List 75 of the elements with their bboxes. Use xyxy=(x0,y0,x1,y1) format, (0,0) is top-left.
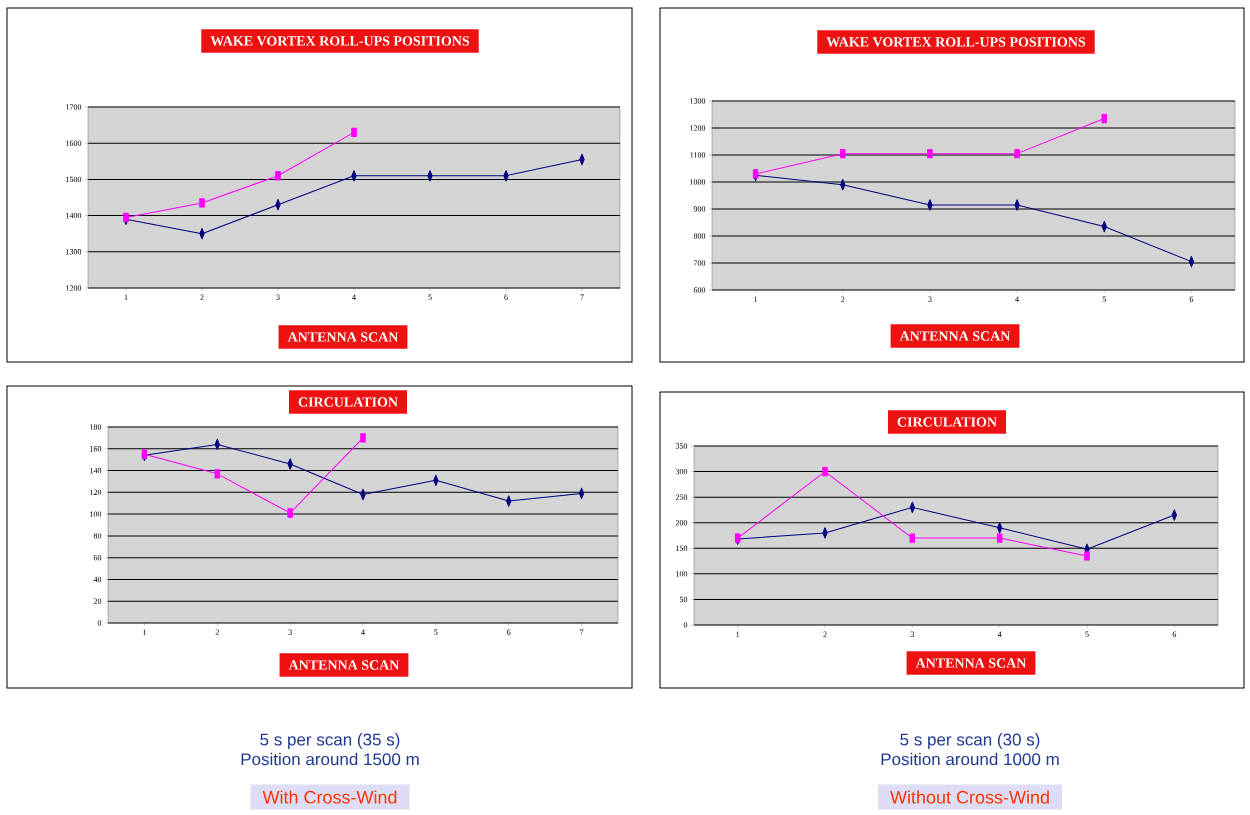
x-tick-label: 4 xyxy=(1015,296,1019,302)
point xyxy=(996,533,1003,543)
x-tick-label: 6 xyxy=(1189,296,1194,302)
y-tick-label: 300 xyxy=(675,468,688,475)
y-tick-label: 150 xyxy=(676,545,688,551)
x-tick-label: 6 xyxy=(1172,631,1177,637)
x-tick-label: 1 xyxy=(143,629,146,635)
point xyxy=(214,469,221,479)
text: Without Cross-Wind xyxy=(890,790,1049,804)
y-tick-label: 120 xyxy=(90,489,102,496)
text: With Cross-Wind xyxy=(262,790,397,804)
x-tick-label: 1 xyxy=(754,296,758,302)
x-tick-label: 5 xyxy=(434,629,438,635)
x-tick-label: 2 xyxy=(823,631,827,637)
y-tick-label: 1300 xyxy=(690,98,706,104)
x-axis-title: ANTENNA SCAN xyxy=(915,658,1027,668)
x-tick-label: 5 xyxy=(428,294,432,300)
x-axis-title: ANTENNA SCAN xyxy=(288,660,400,670)
y-tick-label: 100 xyxy=(676,571,688,577)
y-tick-label: 0 xyxy=(97,620,102,626)
x-tick-label: 3 xyxy=(276,294,280,300)
chart-title: WAKE VORTEX ROLL-UPS POSITIONS xyxy=(826,37,1086,47)
y-tick-label: 250 xyxy=(675,494,688,500)
x-tick-label: 3 xyxy=(910,631,915,637)
x-tick-label: 5 xyxy=(1085,631,1089,637)
text: Position around 1000 m xyxy=(881,752,1059,766)
chart-title: WAKE VORTEX ROLL-UPS POSITIONS xyxy=(210,36,470,46)
y-tick-label: 350 xyxy=(675,443,688,449)
x-tick-label: 7 xyxy=(580,294,584,300)
text: Position around 1500 m xyxy=(241,752,419,766)
y-tick-label: 140 xyxy=(90,467,102,474)
chart-title: CIRCULATION xyxy=(897,417,997,427)
y-tick-label: 50 xyxy=(679,596,688,603)
x-tick-label: 6 xyxy=(504,294,508,300)
y-tick-label: 0 xyxy=(683,622,688,628)
x-tick-label: 1 xyxy=(124,294,128,300)
x-tick-label: 2 xyxy=(200,294,204,300)
x-tick-label: 4 xyxy=(361,629,365,635)
y-tick-label: 700 xyxy=(694,260,706,266)
y-tick-label: 80 xyxy=(93,533,102,539)
y-tick-label: 1700 xyxy=(66,104,82,110)
x-tick-label: 6 xyxy=(507,629,511,635)
y-tick-label: 1200 xyxy=(66,285,82,291)
x-tick-label: 2 xyxy=(841,296,845,302)
x-tick-label: 1 xyxy=(736,631,740,637)
y-tick-label: 60 xyxy=(93,554,102,561)
y-tick-label: 1600 xyxy=(66,140,82,146)
y-tick-label: 180 xyxy=(90,424,102,430)
x-tick-label: 3 xyxy=(288,629,292,635)
text: 5 s per scan (35 s) xyxy=(260,733,400,749)
y-tick-label: 200 xyxy=(675,520,688,526)
x-tick-label: 7 xyxy=(580,629,584,635)
x-axis-title: ANTENNA SCAN xyxy=(287,332,399,342)
y-tick-label: 800 xyxy=(693,233,706,239)
y-tick-label: 40 xyxy=(93,576,102,583)
x-tick-label: 4 xyxy=(352,294,356,300)
y-tick-label: 20 xyxy=(93,598,102,604)
x-axis-title: ANTENNA SCAN xyxy=(899,331,1011,341)
text: 5 s per scan (30 s) xyxy=(900,733,1040,749)
y-tick-label: 1400 xyxy=(66,212,82,219)
chart-title: CIRCULATION xyxy=(298,397,398,407)
x-tick-label: 5 xyxy=(1102,296,1106,302)
x-tick-label: 4 xyxy=(997,631,1002,637)
y-tick-label: 1200 xyxy=(690,125,706,131)
x-tick-label: 2 xyxy=(215,629,219,635)
y-tick-label: 600 xyxy=(693,287,706,293)
y-tick-label: 1100 xyxy=(690,152,706,158)
y-tick-label: 100 xyxy=(90,511,102,517)
y-tick-label: 1000 xyxy=(690,179,706,185)
y-tick-label: 160 xyxy=(90,446,102,452)
y-tick-label: 1500 xyxy=(66,176,82,183)
y-tick-label: 1300 xyxy=(66,249,82,255)
y-tick-label: 900 xyxy=(693,206,706,212)
point xyxy=(909,533,916,543)
x-tick-label: 3 xyxy=(928,296,932,302)
